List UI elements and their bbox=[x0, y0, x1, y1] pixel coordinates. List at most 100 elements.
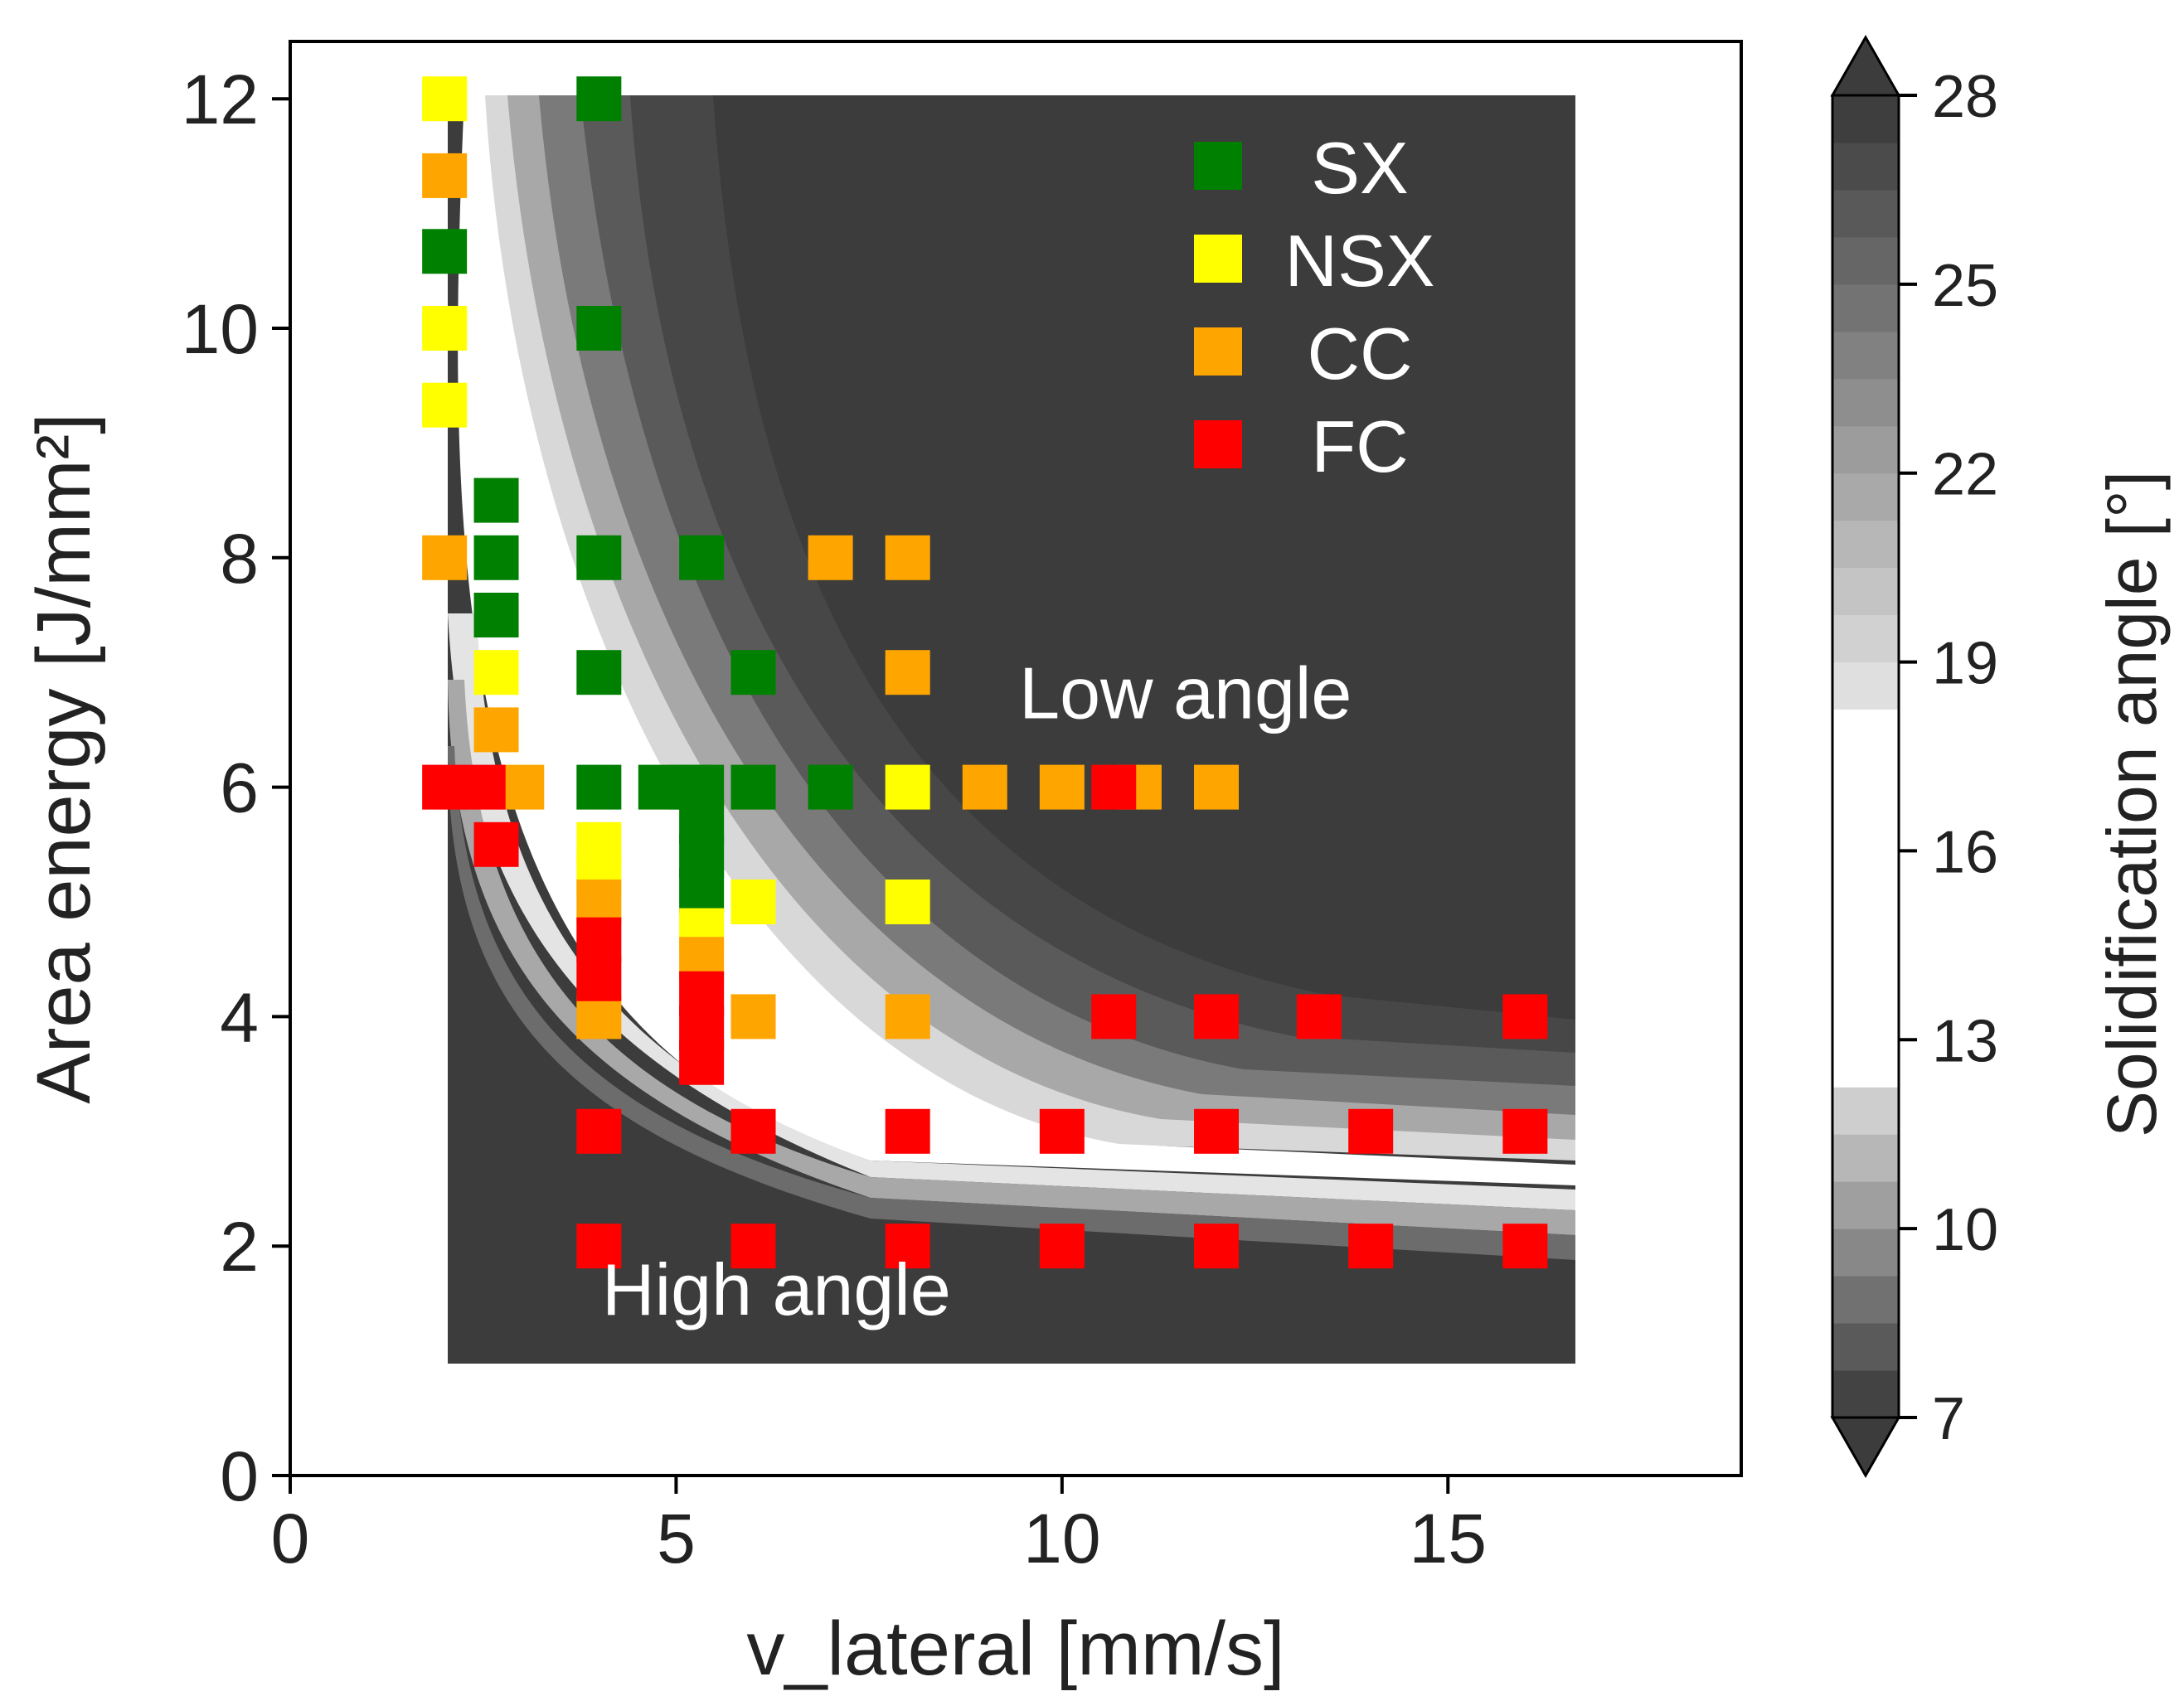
colorbar-band bbox=[1832, 142, 1899, 191]
y-tick-label: 6 bbox=[220, 749, 259, 827]
colorbar-band bbox=[1832, 898, 1899, 946]
colorbar-band bbox=[1832, 662, 1899, 710]
point-sx bbox=[473, 477, 519, 523]
point-cc bbox=[962, 764, 1007, 810]
colorbar-band bbox=[1832, 992, 1899, 1040]
point-fc bbox=[1194, 1224, 1240, 1269]
point-fc bbox=[1348, 1108, 1394, 1154]
point-fc bbox=[422, 764, 468, 810]
y-axis: 0 2 4 6 8 10 12 bbox=[182, 61, 290, 1515]
colorbar-band bbox=[1832, 1323, 1899, 1371]
point-sx bbox=[808, 764, 853, 810]
point-fc bbox=[1348, 1224, 1394, 1269]
legend-label-sx: SX bbox=[1311, 127, 1408, 209]
colorbar-frame bbox=[1831, 94, 1900, 1419]
x-tick-label: 15 bbox=[1410, 1500, 1487, 1577]
point-sx bbox=[576, 764, 622, 810]
point-fc bbox=[576, 956, 622, 1001]
point-cc bbox=[885, 994, 930, 1040]
point-nsx bbox=[730, 880, 776, 924]
colorbar-extend-bottom bbox=[1830, 1416, 1901, 1479]
colorbar-band bbox=[1832, 1134, 1899, 1182]
colorbar-tick-label: 16 bbox=[1932, 819, 1998, 885]
point-sx bbox=[730, 764, 776, 810]
point-nsx bbox=[885, 764, 930, 810]
legend-marker-cc bbox=[1194, 327, 1242, 376]
point-fc bbox=[1502, 1108, 1548, 1154]
legend-label-nsx: NSX bbox=[1285, 220, 1435, 302]
colorbar-band bbox=[1832, 756, 1899, 804]
legend-marker-nsx bbox=[1194, 235, 1242, 283]
colorbar-band bbox=[1832, 945, 1899, 993]
colorbar-band bbox=[1832, 189, 1899, 238]
point-fc bbox=[679, 1040, 725, 1085]
x-tick-label: 10 bbox=[1023, 1500, 1100, 1577]
point-fc bbox=[1039, 1224, 1085, 1269]
x-tick-label: 5 bbox=[657, 1500, 696, 1577]
point-sx bbox=[473, 535, 519, 580]
colorbar-label: Solidification angle [°] bbox=[2093, 471, 2171, 1137]
plot-frame bbox=[289, 40, 1743, 1477]
point-sx bbox=[576, 76, 622, 122]
y-tick-label: 0 bbox=[220, 1437, 259, 1515]
point-fc bbox=[1194, 1108, 1240, 1154]
point-fc bbox=[473, 821, 519, 867]
point-sx bbox=[576, 535, 622, 580]
x-tick-label: 0 bbox=[271, 1500, 310, 1577]
colorbar-band bbox=[1832, 472, 1899, 521]
point-fc bbox=[1091, 994, 1137, 1040]
colorbar-band bbox=[1832, 1228, 1899, 1277]
point-nsx bbox=[885, 880, 930, 924]
colorbar-band bbox=[1832, 614, 1899, 663]
point-cc bbox=[576, 880, 622, 924]
point-nsx bbox=[473, 650, 519, 695]
point-sx bbox=[679, 868, 725, 914]
y-tick-label: 8 bbox=[220, 520, 259, 598]
point-sx bbox=[422, 229, 468, 274]
colorbar-band bbox=[1832, 331, 1899, 380]
colorbar-tick-label: 25 bbox=[1932, 253, 1998, 319]
legend-label-cc: CC bbox=[1307, 313, 1412, 395]
point-cc bbox=[422, 535, 468, 580]
y-tick-label: 4 bbox=[220, 978, 259, 1056]
annotation-high-angle: High angle bbox=[602, 1248, 951, 1330]
colorbar-extend-top bbox=[1830, 34, 1901, 97]
point-fc bbox=[576, 917, 622, 962]
point-fc bbox=[1502, 1224, 1548, 1269]
annotation-low-angle: Low angle bbox=[1019, 652, 1352, 734]
colorbar-tick-label: 10 bbox=[1932, 1197, 1998, 1263]
point-cc bbox=[885, 535, 930, 580]
colorbar-band bbox=[1832, 95, 1899, 143]
point-nsx bbox=[422, 382, 468, 428]
point-nsx bbox=[422, 306, 468, 351]
colorbar-tick-label: 19 bbox=[1932, 631, 1998, 697]
colorbar-band bbox=[1832, 850, 1899, 899]
point-cc bbox=[422, 153, 468, 198]
point-cc bbox=[473, 707, 519, 753]
point-fc bbox=[576, 1108, 622, 1154]
y-tick-label: 10 bbox=[182, 290, 259, 368]
legend-label-fc: FC bbox=[1311, 405, 1408, 487]
colorbar-tick-label: 22 bbox=[1932, 442, 1998, 508]
colorbar-band bbox=[1832, 378, 1899, 427]
point-sx bbox=[730, 650, 776, 695]
legend: SX NSX CC FC bbox=[1194, 127, 1434, 487]
scatter-points bbox=[422, 76, 1548, 1269]
point-cc bbox=[576, 994, 622, 1040]
point-nsx bbox=[422, 76, 468, 122]
point-fc bbox=[1091, 764, 1137, 810]
point-fc bbox=[885, 1108, 930, 1154]
colorbar-band bbox=[1832, 236, 1899, 285]
point-fc bbox=[730, 1108, 776, 1154]
colorbar-band bbox=[1832, 520, 1899, 569]
point-fc bbox=[1296, 994, 1342, 1040]
legend-marker-sx bbox=[1194, 142, 1242, 190]
legend-marker-fc bbox=[1194, 420, 1242, 468]
colorbar-band bbox=[1832, 425, 1899, 474]
colorbar-band bbox=[1832, 1370, 1899, 1418]
point-sx bbox=[473, 593, 519, 637]
point-fc bbox=[576, 1224, 622, 1269]
point-fc bbox=[730, 1224, 776, 1269]
point-fc bbox=[460, 764, 506, 810]
